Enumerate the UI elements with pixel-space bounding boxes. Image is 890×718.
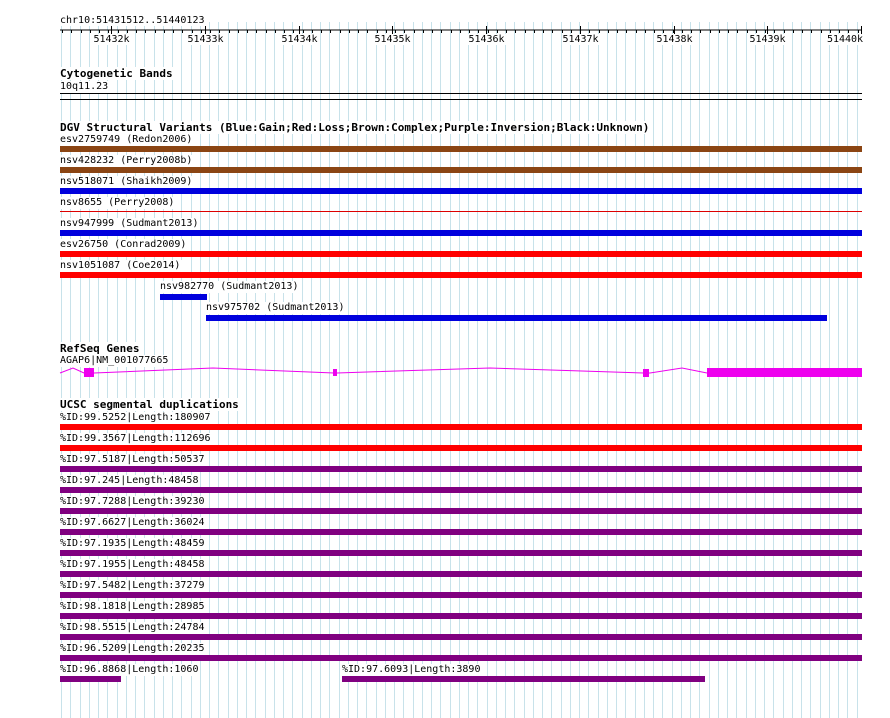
segdup-bar[interactable] (60, 550, 862, 556)
dgv-variant-bar[interactable] (60, 167, 862, 173)
segdup-label[interactable]: %ID:97.6093|Length:3890 (342, 664, 483, 676)
ruler-tick-label: 51436k (467, 34, 506, 45)
refseq-gene-model[interactable] (0, 362, 890, 382)
segdup-bar[interactable] (60, 508, 862, 514)
cytoband-track-title: Cytogenetic Bands (60, 67, 175, 80)
segdup-bar[interactable] (60, 634, 862, 640)
cytoband-label[interactable]: 10q11.23 (60, 81, 111, 93)
dgv-variant-bar[interactable] (60, 251, 862, 257)
segdup-bar[interactable] (342, 676, 705, 682)
segdup-bar[interactable] (60, 529, 862, 535)
dgv-variant-bar[interactable] (60, 146, 862, 152)
segdup-bar[interactable] (60, 613, 862, 619)
segdup-bar[interactable] (60, 655, 862, 661)
segdup-bar[interactable] (60, 487, 862, 493)
segdup-bar[interactable] (60, 571, 862, 577)
cytoband-bar[interactable] (60, 93, 862, 94)
dgv-variant-label[interactable]: esv2759749 (Redon2006) (60, 134, 195, 146)
dgv-variant-bar[interactable] (60, 188, 862, 194)
segdup-label[interactable]: %ID:97.5187|Length:50537 (60, 454, 207, 466)
dgv-variant-bar[interactable] (60, 211, 862, 212)
segdup-bar[interactable] (60, 592, 862, 598)
segdup-label[interactable]: %ID:97.245|Length:48458 (60, 475, 201, 487)
segdup-label[interactable]: %ID:97.6627|Length:36024 (60, 517, 207, 529)
ruler-tick-label: 51432k (92, 34, 131, 45)
dgv-variant-label[interactable]: nsv518071 (Shaikh2009) (60, 176, 195, 188)
ruler-tick-label: 51440k (825, 34, 865, 45)
segdup-track-title: UCSC segmental duplications (60, 398, 241, 411)
ruler-tick-label: 51434k (280, 34, 319, 45)
dgv-variant-bar[interactable] (160, 294, 207, 300)
ruler-tick-label: 51435k (373, 34, 412, 45)
segdup-label[interactable]: %ID:99.3567|Length:112696 (60, 433, 213, 445)
ruler-tick-label: 51438k (655, 34, 694, 45)
ruler[interactable] (0, 0, 890, 45)
dgv-variant-label[interactable]: nsv428232 (Perry2008b) (60, 155, 195, 167)
ruler-tick-label: 51439k (748, 34, 787, 45)
segdup-bar[interactable] (60, 466, 862, 472)
segdup-label[interactable]: %ID:97.5482|Length:37279 (60, 580, 207, 592)
ruler-tick-label: 51437k (561, 34, 600, 45)
segdup-label[interactable]: %ID:96.5209|Length:20235 (60, 643, 207, 655)
ruler-tick-label: 51433k (186, 34, 225, 45)
dgv-variant-label[interactable]: nsv975702 (Sudmant2013) (206, 302, 347, 314)
dgv-variant-label[interactable]: nsv1051087 (Coe2014) (60, 260, 183, 272)
segdup-label[interactable]: %ID:96.8868|Length:1060 (60, 664, 201, 676)
segdup-label[interactable]: %ID:97.1935|Length:48459 (60, 538, 207, 550)
dgv-variant-label[interactable]: esv26750 (Conrad2009) (60, 239, 189, 251)
dgv-variant-bar[interactable] (60, 272, 862, 278)
dgv-variant-label[interactable]: nsv8655 (Perry2008) (60, 197, 177, 209)
segdup-bar[interactable] (60, 676, 121, 682)
segdup-label[interactable]: %ID:98.1818|Length:28985 (60, 601, 207, 613)
segdup-bar[interactable] (60, 445, 862, 451)
cytoband-bar-lower (60, 99, 862, 100)
segdup-label[interactable]: %ID:97.7288|Length:39230 (60, 496, 207, 508)
refseq-gene-label[interactable]: AGAP6|NM_001077665 (60, 355, 171, 367)
dgv-variant-label[interactable]: nsv982770 (Sudmant2013) (160, 281, 301, 293)
refseq-track-title: RefSeq Genes (60, 342, 142, 355)
dgv-track-title: DGV Structural Variants (Blue:Gain;Red:L… (60, 121, 652, 134)
segdup-label[interactable]: %ID:99.5252|Length:180907 (60, 412, 213, 424)
segdup-label[interactable]: %ID:97.1955|Length:48458 (60, 559, 207, 571)
coordinates-label: chr10:51431512..51440123 (60, 15, 205, 26)
dgv-variant-bar[interactable] (60, 230, 862, 236)
dgv-variant-label[interactable]: nsv947999 (Sudmant2013) (60, 218, 201, 230)
segdup-label[interactable]: %ID:98.5515|Length:24784 (60, 622, 207, 634)
segdup-bar[interactable] (60, 424, 862, 430)
dgv-variant-bar[interactable] (206, 315, 827, 321)
